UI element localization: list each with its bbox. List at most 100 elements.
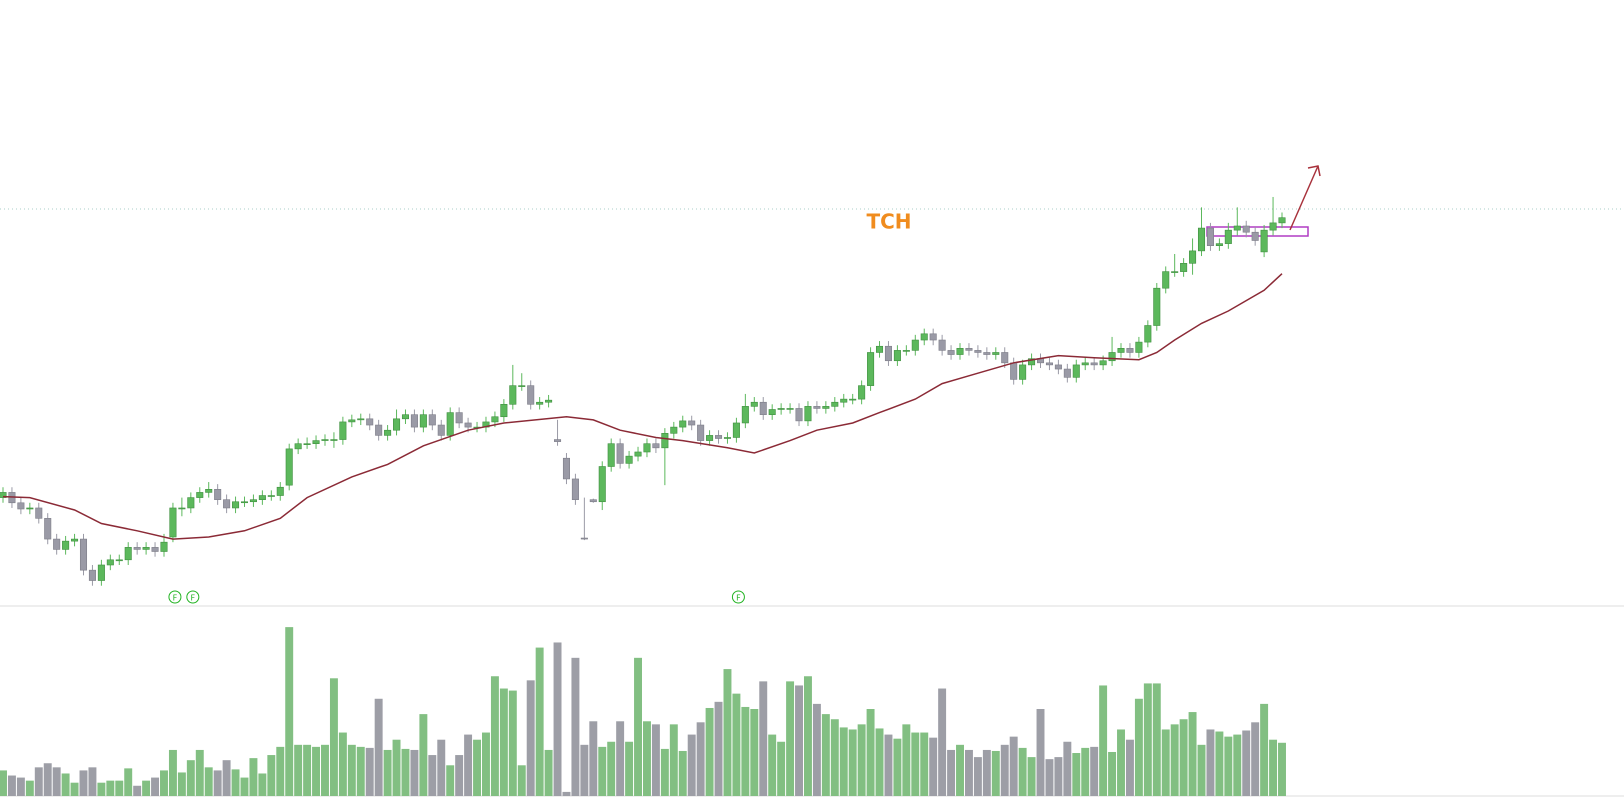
candle-body <box>437 424 445 436</box>
candle-body <box>1242 225 1250 233</box>
volume-bar <box>464 734 473 796</box>
candle-body <box>589 499 597 503</box>
volume-bar <box>956 744 964 796</box>
arrow <box>1289 165 1321 231</box>
candle-body <box>1010 362 1018 380</box>
volume-bar <box>34 767 43 796</box>
candle-body <box>455 412 463 424</box>
volume-bar <box>821 714 830 796</box>
volume-bar <box>419 714 428 796</box>
volume-bar <box>1170 724 1179 796</box>
volume-bar <box>759 681 768 796</box>
candle-body <box>223 499 231 509</box>
volume-bar <box>535 647 544 796</box>
volume-bar <box>741 706 750 796</box>
candle-body <box>464 422 472 428</box>
volume-bar <box>151 777 160 796</box>
volume-bar <box>1009 736 1018 796</box>
volume-bar <box>79 770 88 796</box>
volume-bar <box>240 777 249 796</box>
volume-bar <box>1206 729 1215 796</box>
volume-bar <box>768 734 777 796</box>
volume-bar <box>687 734 696 796</box>
candle-body <box>670 426 678 434</box>
volume-bar <box>249 758 258 796</box>
candle-body <box>142 547 150 550</box>
candle-body <box>902 350 910 352</box>
candle-body <box>956 348 964 355</box>
candle-body <box>267 495 275 497</box>
candle-body <box>1045 362 1053 366</box>
candle-body <box>53 538 61 550</box>
volume-bar <box>991 750 1000 796</box>
candle-body <box>858 385 866 400</box>
candle-body <box>759 401 767 415</box>
candle-body <box>938 339 946 351</box>
candle-body <box>509 385 517 405</box>
candle-body <box>115 559 123 562</box>
candle-body <box>688 420 696 426</box>
moving-average <box>2 273 1283 540</box>
volume-bar <box>1242 730 1251 796</box>
volume-bar <box>312 746 321 796</box>
volume-bar <box>777 741 786 796</box>
candle-body <box>1117 348 1125 353</box>
volume-bar <box>786 681 795 796</box>
volume-bar <box>929 737 938 796</box>
candle-body <box>518 385 526 387</box>
candle-body <box>562 457 570 480</box>
volume-bar <box>1179 719 1188 796</box>
volume-bar <box>598 746 607 796</box>
volume-bar <box>455 755 464 796</box>
candle-body <box>258 495 266 500</box>
volume-bar <box>911 732 920 796</box>
candle-body <box>44 518 52 540</box>
candle-body <box>285 448 293 486</box>
volume-bar <box>16 777 25 796</box>
candle-body <box>580 537 588 540</box>
volume-bar <box>124 768 133 796</box>
volume-bar <box>1125 739 1134 796</box>
volume-bar <box>0 770 7 796</box>
candle-body <box>867 352 875 386</box>
candle-body <box>294 443 302 450</box>
volume-bar <box>1036 709 1045 796</box>
volume-bar <box>1251 722 1260 796</box>
volume-bar <box>1215 731 1224 796</box>
candle-body <box>151 547 159 552</box>
candle-body <box>1028 358 1036 366</box>
volume-bar <box>1045 759 1054 796</box>
volume-bar <box>61 773 70 796</box>
volume-bar <box>321 744 329 796</box>
candle-body <box>187 497 195 509</box>
candle-body <box>393 418 401 431</box>
volume-bar <box>857 724 866 796</box>
volume-bar <box>383 749 392 796</box>
volume-bar <box>1197 744 1206 796</box>
candle-body <box>160 541 168 552</box>
volume-bar <box>723 669 732 796</box>
candle-body <box>1108 352 1116 362</box>
volume-bar <box>267 755 276 796</box>
volume-bar <box>473 739 482 796</box>
candle-body <box>17 502 25 510</box>
candle-body <box>26 507 34 510</box>
volume-bar <box>1117 729 1125 796</box>
candle-body <box>768 409 776 415</box>
candle-body <box>169 507 177 538</box>
candle-body <box>741 406 749 424</box>
volume-bar <box>893 738 902 796</box>
volume-bar <box>544 749 553 796</box>
candle-body <box>1224 229 1232 244</box>
candle-body <box>62 540 70 550</box>
volume-bar <box>750 709 759 796</box>
candle-body <box>813 406 821 409</box>
volume-bar <box>964 749 973 796</box>
event-label: F <box>736 594 741 603</box>
volume-bar <box>1090 746 1099 796</box>
volume-bar <box>1018 747 1027 796</box>
volume-bar <box>204 767 213 796</box>
candle-body <box>795 408 803 422</box>
volume-bar <box>696 722 705 796</box>
volume-bar <box>52 767 61 796</box>
